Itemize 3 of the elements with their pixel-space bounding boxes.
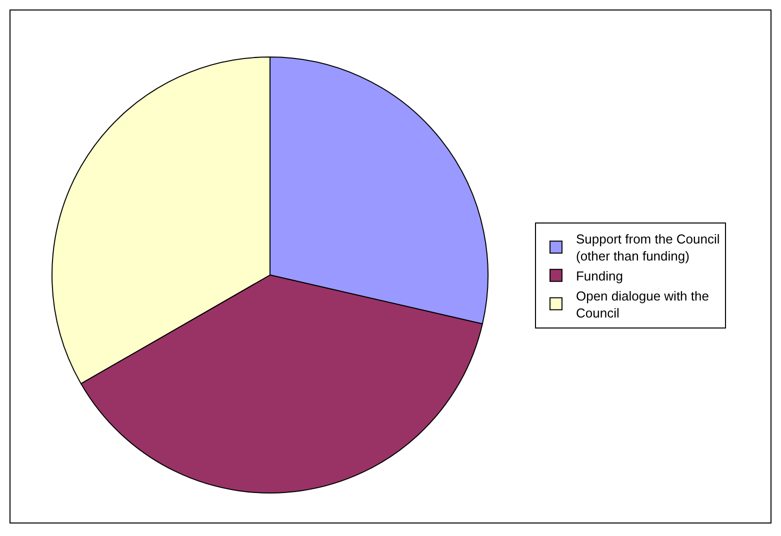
legend-label: Funding	[576, 268, 623, 284]
legend-label: Open dialogue with the Council	[576, 288, 709, 320]
legend-label: Support from the Council (other than funding)	[576, 232, 720, 264]
